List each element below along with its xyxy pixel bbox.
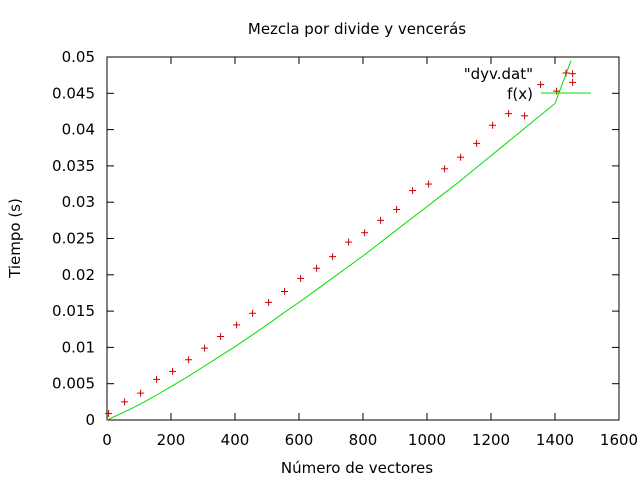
data-point <box>393 205 401 213</box>
x-tick-label: 1400 <box>536 431 574 449</box>
legend-point-marker <box>562 69 570 77</box>
y-axis-label: Tiempo (s) <box>6 198 24 279</box>
data-point <box>121 398 129 406</box>
y-tick-label: 0.01 <box>62 338 95 356</box>
data-point <box>313 264 321 272</box>
data-point <box>329 253 337 261</box>
data-point <box>153 375 161 383</box>
data-point <box>441 165 449 173</box>
x-axis-label: Número de vectores <box>281 459 433 477</box>
data-point <box>569 78 577 86</box>
data-point <box>521 112 529 120</box>
data-point <box>105 409 113 417</box>
x-tick-label: 800 <box>349 431 378 449</box>
data-point <box>201 344 209 352</box>
data-point <box>345 238 353 246</box>
x-axis: 0 200 400 600 800 1000 1200 1400 1600 <box>102 57 638 449</box>
x-tick-label: 200 <box>157 431 186 449</box>
x-tick-label: 0 <box>102 431 112 449</box>
legend-label-fx: f(x) <box>507 85 533 103</box>
data-point <box>281 287 289 295</box>
y-tick-label: 0.005 <box>52 375 95 393</box>
x-tick-label: 1600 <box>600 431 638 449</box>
data-point <box>361 229 369 237</box>
y-axis: 0 0.005 0.01 0.015 0.02 0.025 0.03 0.035 0.04 0.0… <box>52 48 619 429</box>
y-tick-label: 0.02 <box>62 266 95 284</box>
plot-area-frame <box>106 56 620 421</box>
data-point <box>249 309 257 317</box>
data-point <box>537 81 545 89</box>
data-point <box>569 70 577 78</box>
x-tick-label: 400 <box>221 431 250 449</box>
data-point <box>233 321 241 329</box>
legend: "dyv.dat" f(x) <box>464 65 591 103</box>
data-point <box>169 367 177 375</box>
x-tick-label: 1000 <box>408 431 446 449</box>
data-point <box>505 110 513 118</box>
data-point <box>297 274 305 282</box>
y-tick-label: 0.05 <box>62 48 95 66</box>
data-point <box>473 139 481 147</box>
data-point <box>137 389 145 397</box>
data-point <box>489 121 497 129</box>
data-point <box>185 356 193 364</box>
data-point <box>409 187 417 195</box>
y-tick-label: 0.035 <box>52 157 95 175</box>
y-tick-label: 0.045 <box>52 84 95 102</box>
series-f-x <box>106 60 572 421</box>
series-dyv-dat <box>105 70 577 417</box>
x-tick-label: 1200 <box>472 431 510 449</box>
y-tick-label: 0.04 <box>62 121 95 139</box>
fx-curve <box>106 60 572 421</box>
data-point <box>377 216 385 224</box>
legend-label-dyv: "dyv.dat" <box>464 65 533 83</box>
data-point <box>457 153 465 161</box>
y-tick-label: 0.015 <box>52 302 95 320</box>
legend-swatch-dyv <box>562 69 570 77</box>
x-tick-label: 600 <box>285 431 314 449</box>
chart-title: Mezcla por divide y vencerás <box>248 20 466 38</box>
data-point <box>265 298 273 306</box>
y-tick-label: 0 <box>85 411 95 429</box>
data-point <box>217 333 225 341</box>
y-tick-label: 0.03 <box>62 193 95 211</box>
y-tick-label: 0.025 <box>52 230 95 248</box>
data-point <box>425 180 433 188</box>
